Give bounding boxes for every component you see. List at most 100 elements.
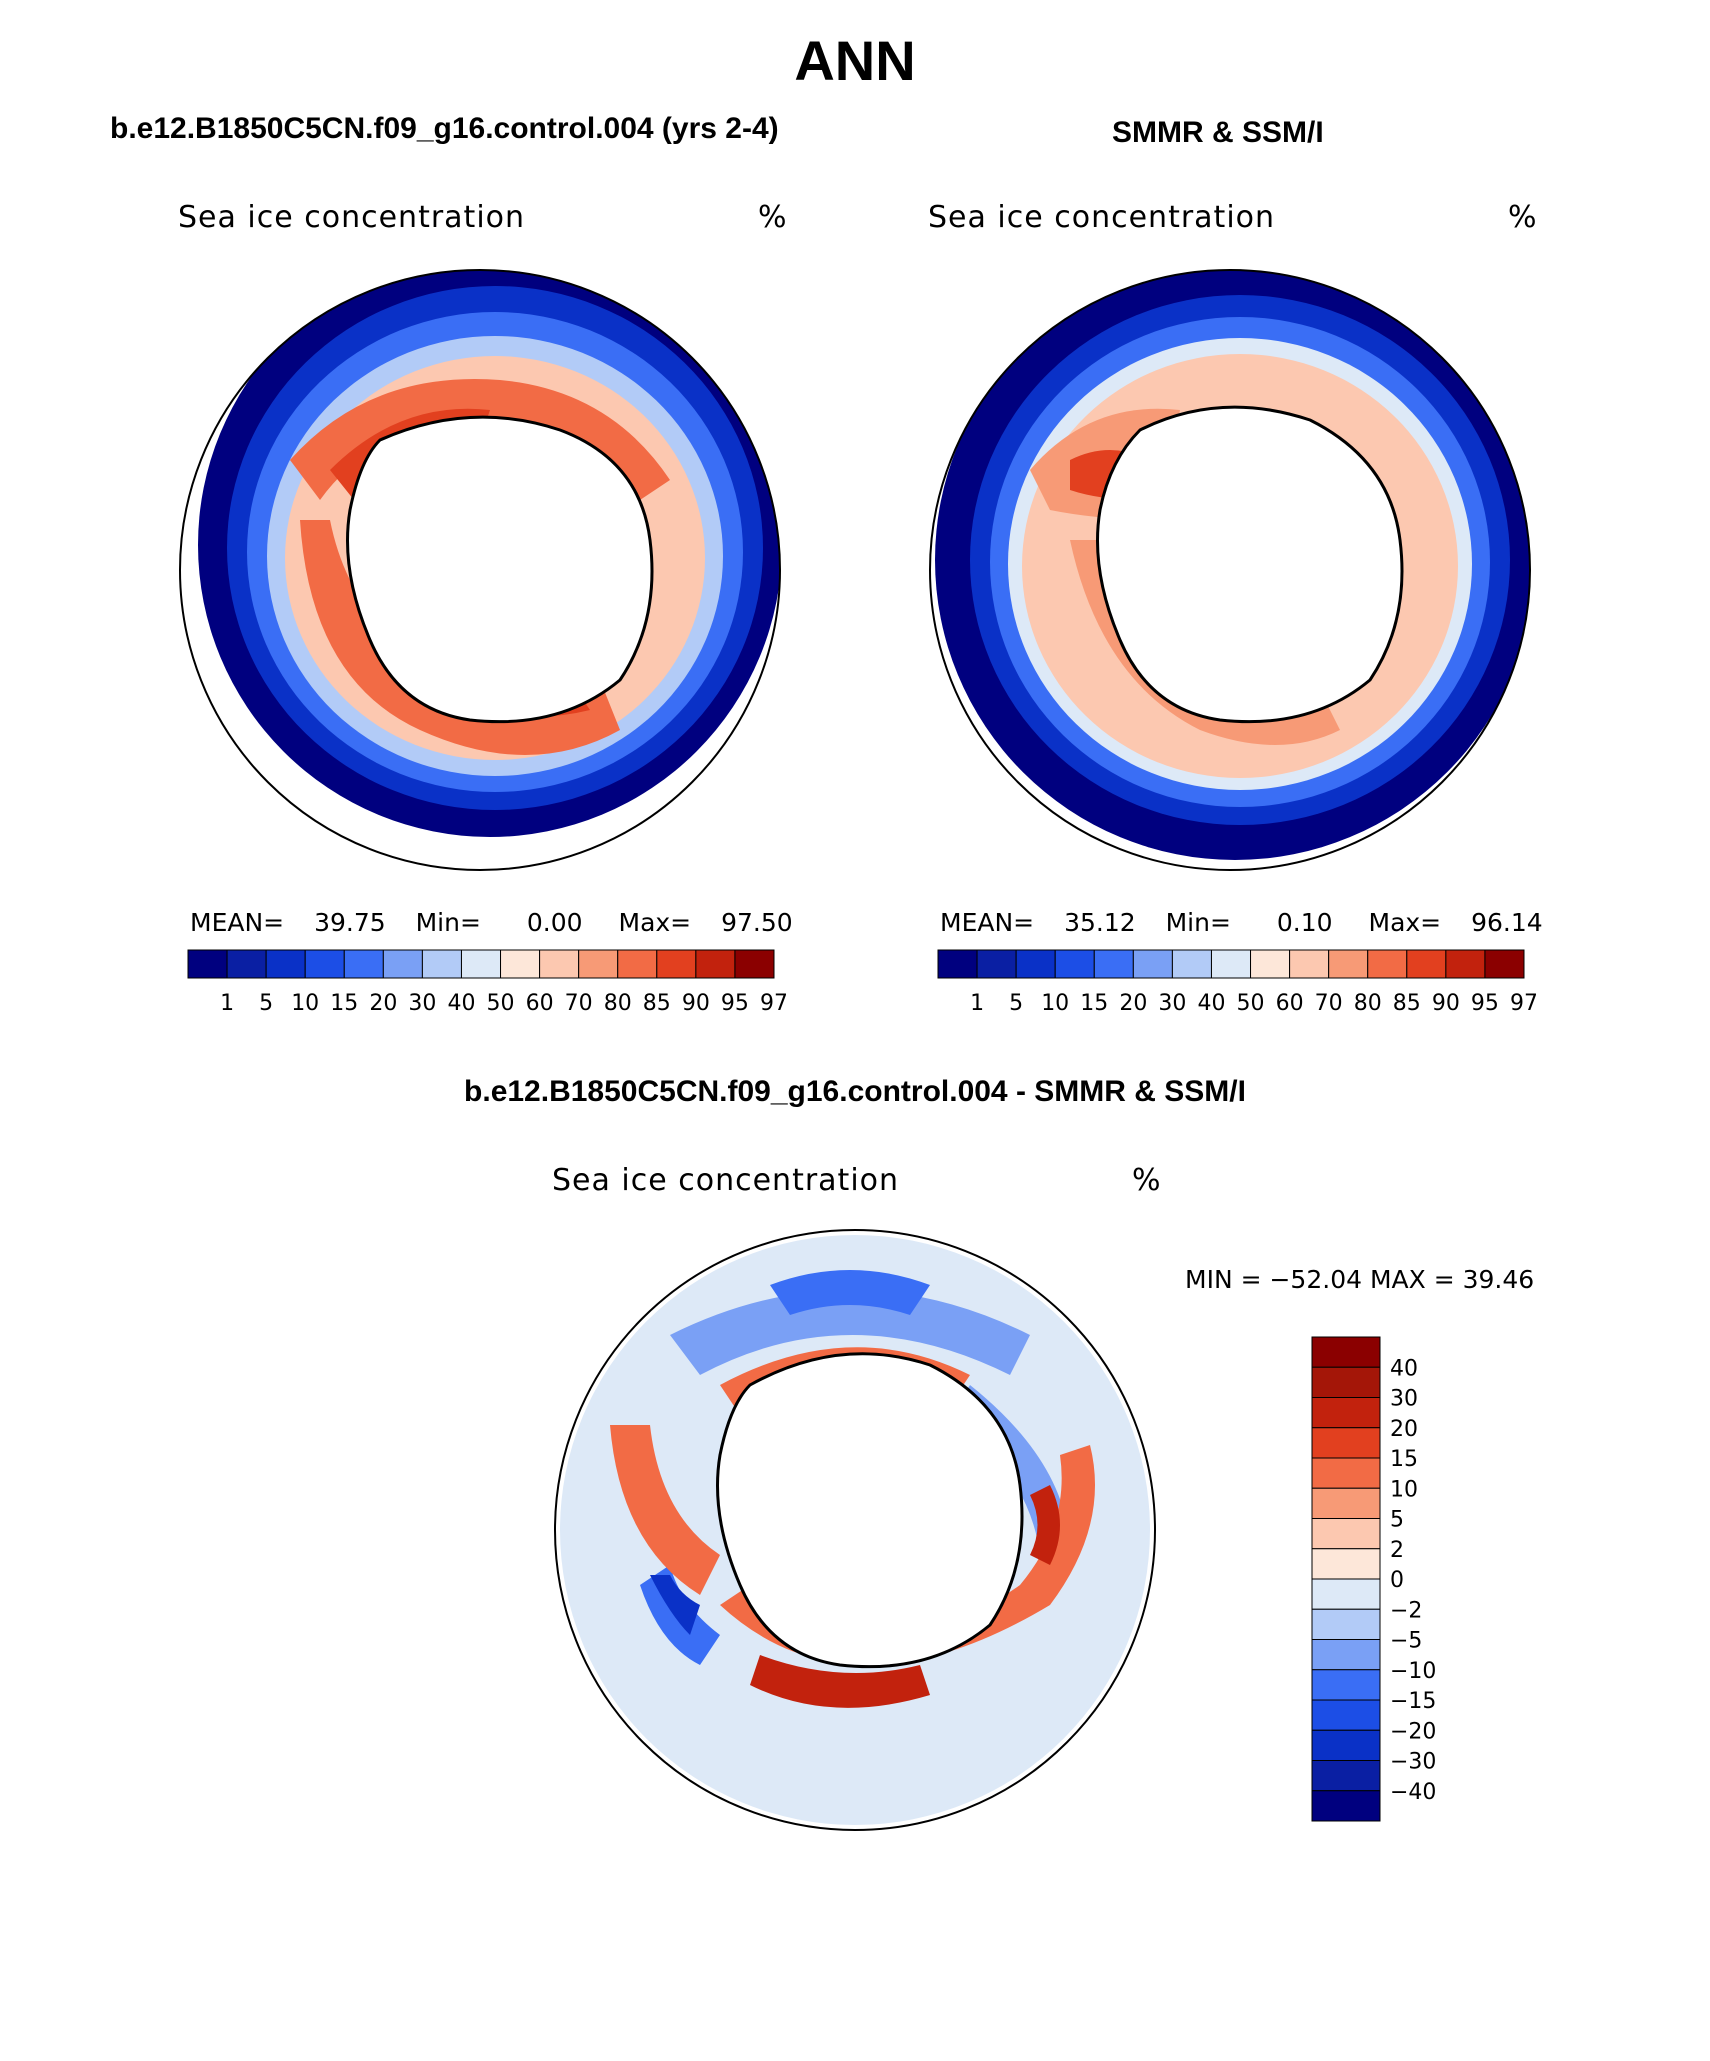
colorbar-swatch [304,949,345,979]
colorbar-swatch [1311,1518,1381,1550]
colorbar-tick-label: 70 [1315,991,1343,1016]
colorbar-tick-label: 90 [682,991,710,1016]
panel-right-stats: MEAN= 35.12 Min= 0.10 Max= 96.14 [940,908,1543,937]
mean-label: MEAN= [190,908,285,937]
colorbar-swatch [226,949,267,979]
colorbar-tick-label: 30 [408,991,436,1016]
colorbar-swatch [937,949,978,979]
colorbar-tick-label: 85 [643,991,671,1016]
colorbar-tick-label: 15 [1390,1447,1418,1472]
max-value: 96.14 [1471,908,1543,937]
panel-left-units: % [758,200,788,235]
colorbar-swatch [1311,1578,1381,1610]
map-observed [929,269,1531,871]
colorbar-tick-label: 15 [1080,991,1108,1016]
colorbar-tick-label: 80 [1354,991,1382,1016]
colorbar-tick-label: 10 [291,991,319,1016]
colorbar-swatch [1054,949,1095,979]
min-value: 0.10 [1276,908,1333,937]
colorbar-swatch [617,949,658,979]
colorbar-tick-label: 40 [447,991,475,1016]
colorbar-tick-label: 20 [369,991,397,1016]
colorbar-tick-label: 10 [1041,991,1069,1016]
colorbar-tick-label: 80 [604,991,632,1016]
diff-heading: b.e12.B1850C5CN.f09_g16.control.004 - SM… [464,1075,1246,1108]
colorbar-swatch [1311,1608,1381,1640]
diff-units: % [1132,1163,1162,1198]
panel-left-stats: MEAN= 39.75 Min= 0.00 Max= 97.50 [190,908,793,937]
colorbar-swatch [1311,1639,1381,1671]
colorbar-swatch [656,949,697,979]
colorbar-right: 1 5 10 15 20 30 40 50 60 70 80 85 90 95 97 [937,949,1536,1016]
colorbar-swatch [539,949,580,979]
colorbar-tick-label: 95 [721,991,749,1016]
colorbar-swatch [1311,1699,1381,1731]
colorbar-swatch [1210,949,1252,979]
colorbar-swatch [1484,949,1525,979]
min-label: Min= [1165,908,1231,937]
colorbar-tick-label: 50 [487,991,515,1016]
panel-right-units: % [1508,200,1538,235]
colorbar-swatch [421,949,462,979]
panel-left-heading: b.e12.B1850C5CN.f09_g16.control.004 (yrs… [110,112,779,145]
colorbar-tick-label: 5 [1390,1508,1404,1533]
colorbar-tick-label: 1 [220,991,234,1016]
colorbar-swatch [1289,949,1330,979]
colorbar-swatch [1250,949,1291,979]
colorbar-swatch [1311,1760,1381,1792]
colorbar-tick-label: 1 [970,991,984,1016]
colorbar-tick-label: 30 [1158,991,1186,1016]
colorbar-swatch [1311,1336,1381,1368]
colorbar-tick-label: 95 [1471,991,1499,1016]
colorbar-swatch [1311,1457,1381,1489]
colorbar-left: 1 5 10 15 20 30 40 50 60 70 80 85 90 95 97 [187,949,786,1016]
colorbar-tick-label: −2 [1390,1598,1422,1623]
colorbar-swatch [1328,949,1369,979]
colorbar-swatch [1311,1366,1381,1398]
colorbar-swatch [1445,949,1486,979]
diff-label: Sea ice concentration [552,1163,900,1198]
colorbar-tick-label: −5 [1390,1629,1422,1654]
max-label: Max= [618,908,692,937]
colorbar-swatch [382,949,423,979]
min-value: 0.00 [526,908,583,937]
panel-right-heading: SMMR & SSM/I [1112,116,1324,149]
panel-left-label: Sea ice concentration [178,200,526,235]
colorbar-swatch [1311,1487,1381,1519]
map-model [179,269,781,871]
colorbar-swatch [695,949,736,979]
colorbar-swatch [1015,949,1056,979]
colorbar-swatch [1311,1729,1381,1761]
max-value: 97.50 [721,908,793,937]
colorbar-swatch [1093,949,1134,979]
colorbar-swatch [1311,1790,1381,1822]
map-difference [554,1229,1156,1831]
colorbar-swatch [265,949,306,979]
colorbar-tick-label: 5 [1009,991,1023,1016]
colorbar-tick-label: 60 [526,991,554,1016]
colorbar-tick-label: −10 [1390,1659,1436,1684]
colorbar-tick-label: −15 [1390,1689,1436,1714]
panel-right-label: Sea ice concentration [928,200,1276,235]
colorbar-tick-label: 70 [565,991,593,1016]
max-label: Max= [1368,908,1442,937]
mean-value: 39.75 [314,908,386,937]
colorbar-swatch [1311,1548,1381,1580]
colorbar-tick-label: −20 [1390,1719,1436,1744]
colorbar-tick-label: 40 [1390,1356,1418,1381]
colorbar-tick-label: 90 [1432,991,1460,1016]
colorbar-tick-label: 20 [1119,991,1147,1016]
colorbar-swatch [187,949,228,979]
colorbar-tick-label: 40 [1197,991,1225,1016]
colorbar-swatch [1311,1397,1381,1429]
colorbar-tick-label: 50 [1237,991,1265,1016]
colorbar-tick-label: 97 [1510,991,1536,1016]
colorbar-tick-label: 10 [1390,1477,1418,1502]
colorbar-tick-label: 97 [760,991,786,1016]
colorbar-tick-label: 30 [1390,1387,1418,1412]
colorbar-tick-label: 0 [1390,1568,1404,1593]
mean-label: MEAN= [940,908,1035,937]
colorbar-swatch [1311,1669,1381,1701]
min-label: Min= [415,908,481,937]
